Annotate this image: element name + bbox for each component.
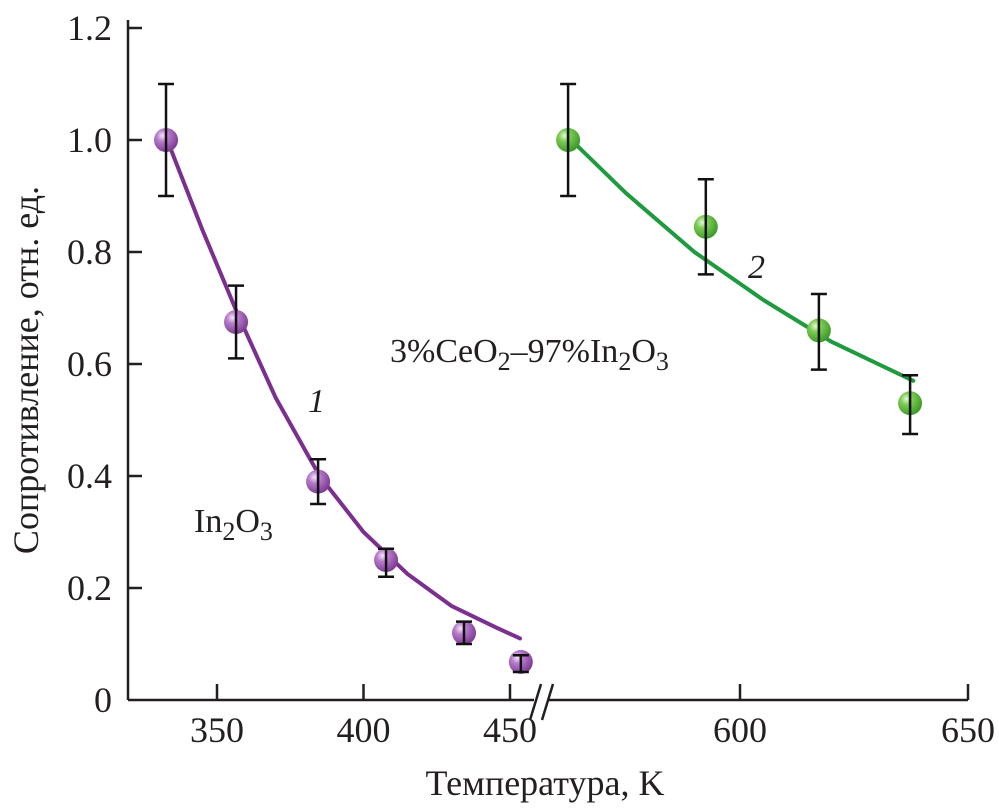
- series-2-label: 3%CeO2–97%In2O3: [390, 333, 669, 376]
- axes: 0 0.2 0.4 0.6 0.8 1.0 1.2 350 400 450 600 650: [67, 8, 995, 750]
- y-tick-label: 1.0: [67, 120, 112, 160]
- series-1-label: In2O3: [194, 503, 273, 546]
- data-marks: [154, 82, 923, 674]
- x-tick-label: 650: [941, 710, 995, 750]
- x-tick-label: 350: [190, 710, 244, 750]
- y-axis-label: Сопротивление, отн. ед.: [6, 186, 46, 554]
- series-1-number: 1: [308, 383, 325, 420]
- y-tick-label: 0.8: [67, 232, 112, 272]
- fit-curve-series-1: [165, 138, 522, 641]
- y-tick-label: 0.6: [67, 344, 112, 384]
- x-tick-label: 400: [337, 710, 391, 750]
- y-tick-label: 0.2: [67, 568, 112, 608]
- series-2-number: 2: [748, 249, 765, 286]
- x-axis-label: Температура, K: [426, 763, 665, 803]
- axis-break-mark: [528, 683, 543, 721]
- y-tick-label: 0.4: [67, 456, 112, 496]
- y-tick-label: 0: [94, 680, 112, 720]
- x-tick-label: 450: [483, 710, 537, 750]
- fit-curve-series-2: [569, 138, 916, 383]
- x-tick-label: 600: [713, 710, 767, 750]
- axis-break-mark: [540, 683, 555, 721]
- y-tick-label: 1.2: [67, 8, 112, 48]
